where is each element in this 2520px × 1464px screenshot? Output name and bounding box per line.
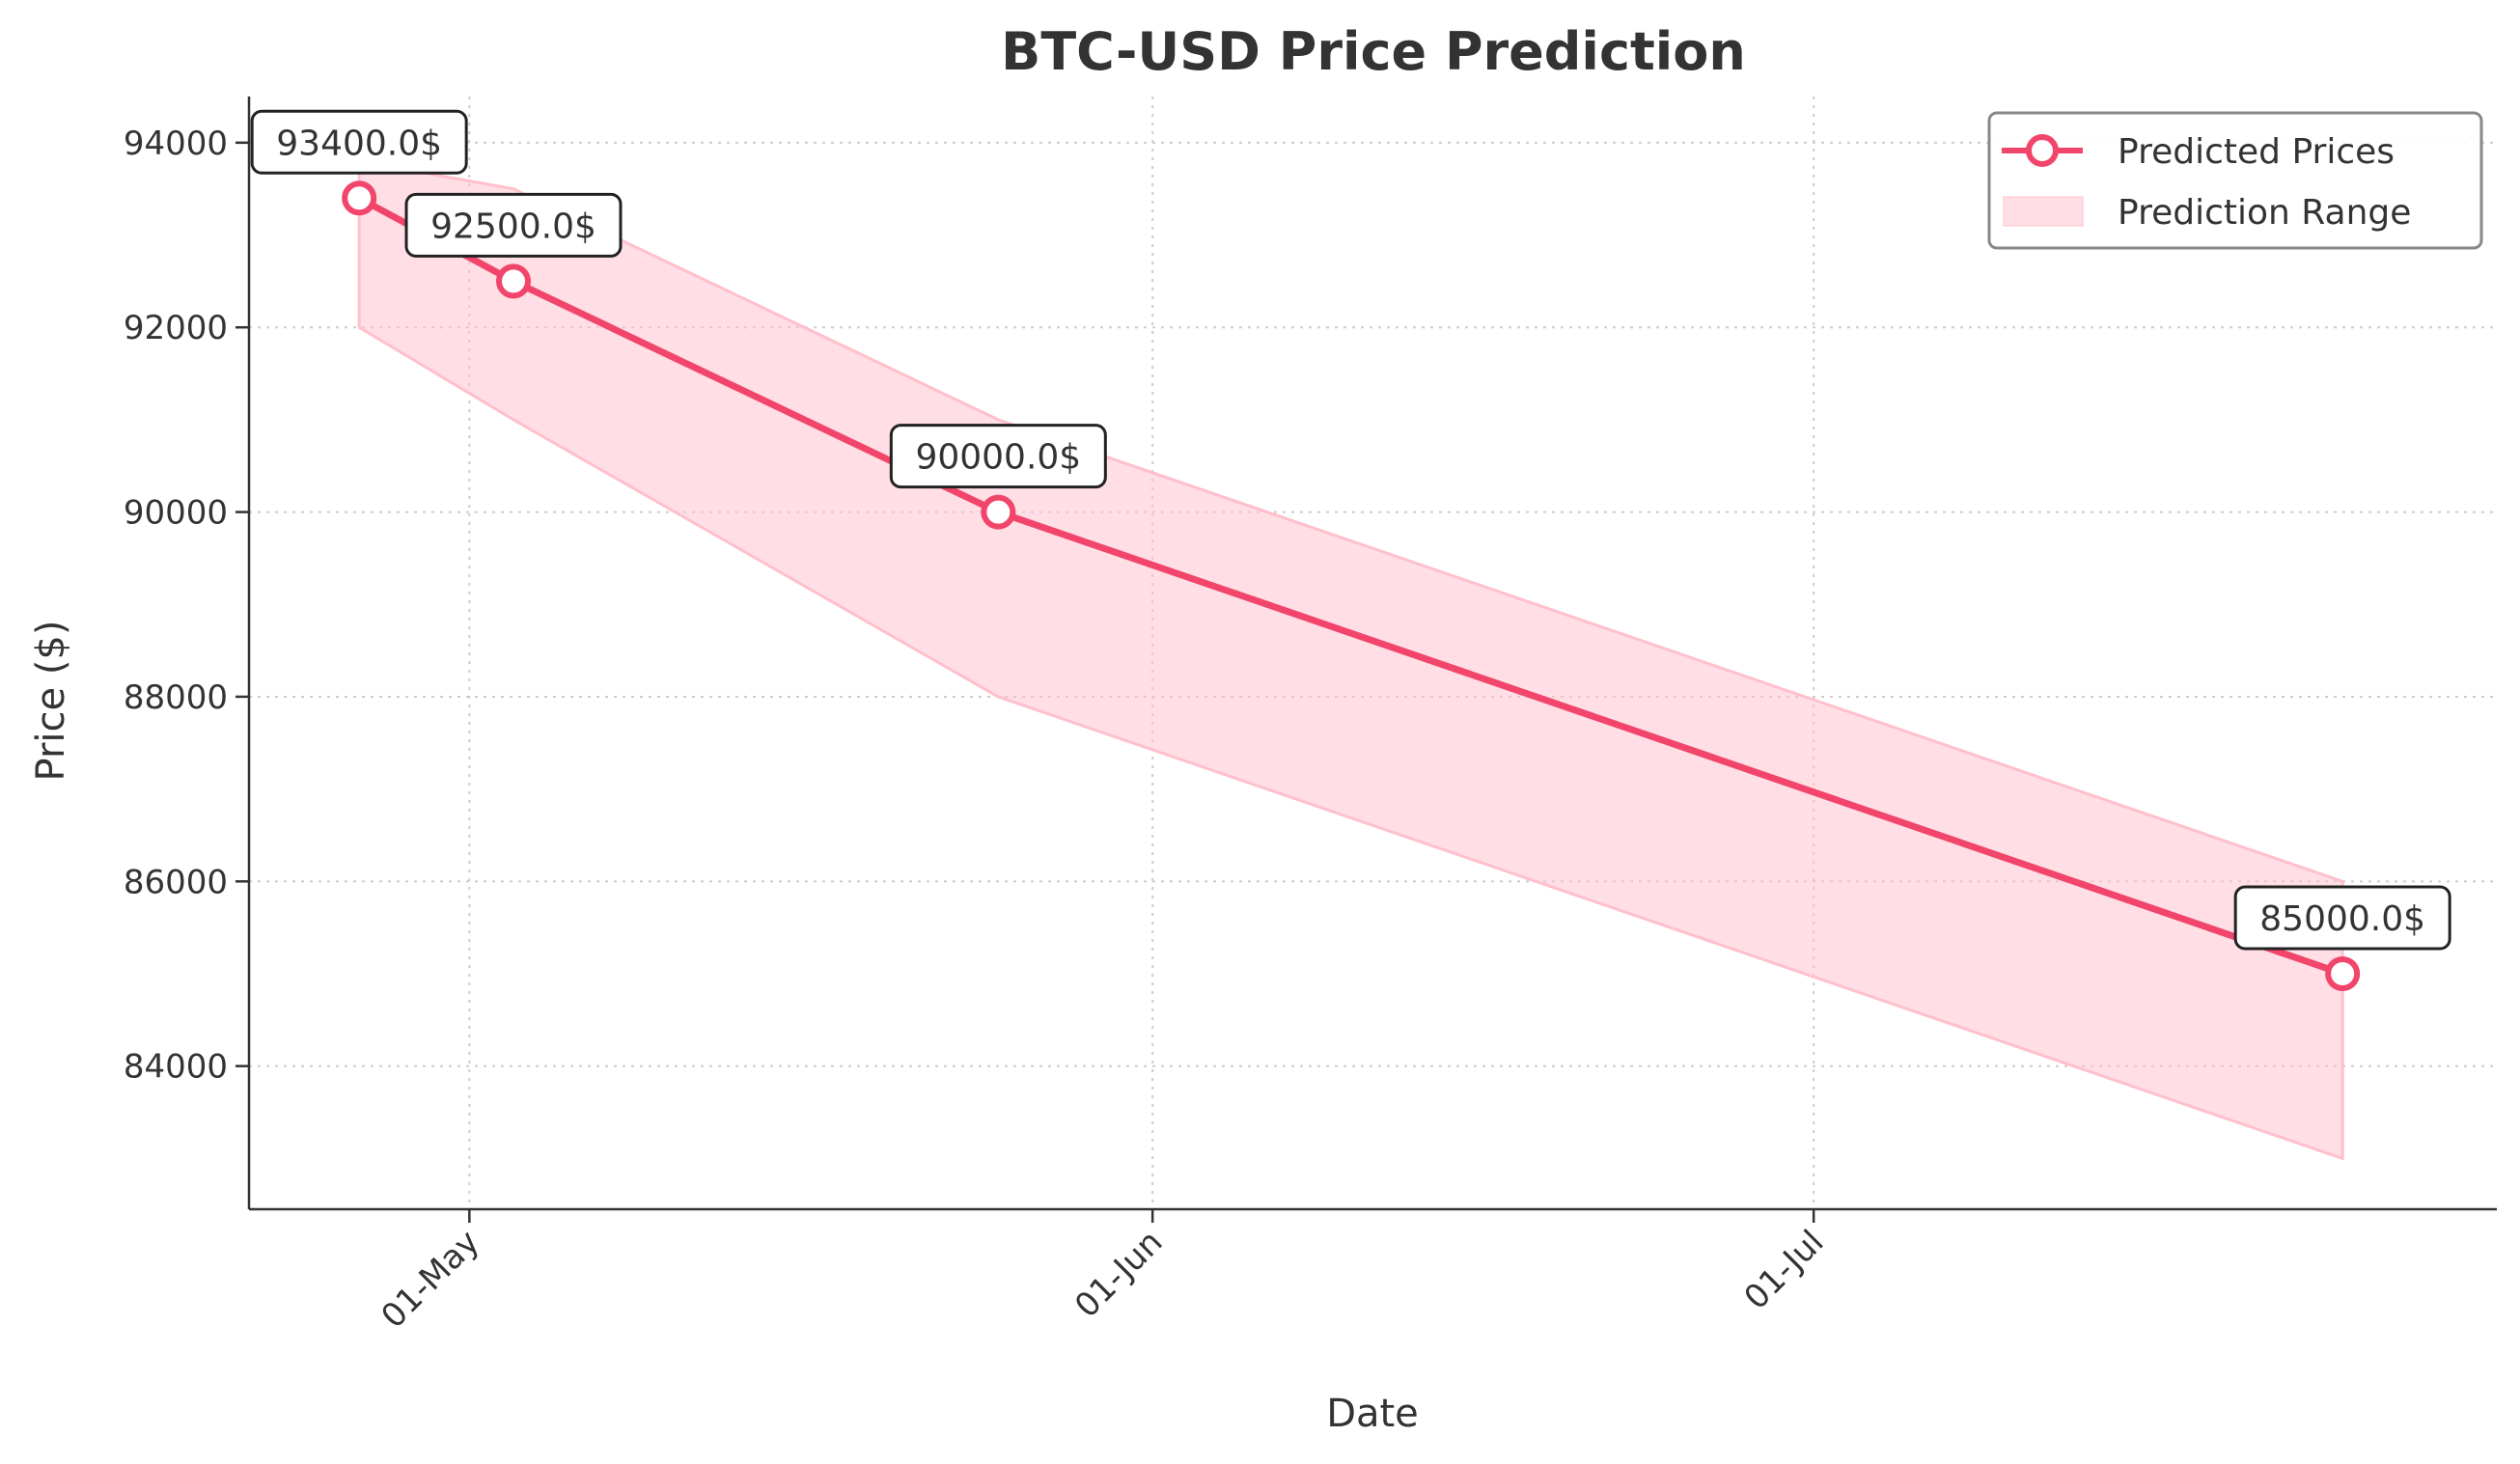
data-label-box	[250, 109, 468, 175]
data-label: 93400.0$	[250, 109, 468, 175]
y-tick-label: 88000	[124, 678, 228, 717]
y-tick-label: 84000	[124, 1048, 228, 1087]
legend-band-swatch	[2003, 196, 2084, 227]
data-label-box	[2233, 885, 2451, 951]
y-tick-label: 94000	[124, 124, 228, 163]
data-label-box	[404, 192, 623, 258]
legend-label-predicted-prices: Predicted Prices	[2118, 132, 2395, 172]
data-label-text: 85000.0$	[2259, 899, 2425, 939]
legend-label-prediction-range: Prediction Range	[2118, 193, 2411, 233]
data-label-text: 93400.0$	[276, 124, 442, 163]
data-label: 85000.0$	[2233, 885, 2451, 951]
axes-spines	[247, 97, 2497, 1211]
y-axis-label: Price ($)	[29, 621, 73, 782]
data-label: 90000.0$	[889, 424, 1107, 489]
y-axis-ticks: 84000 86000 88000 90000 92000 94000	[124, 124, 249, 1087]
y-tick-label: 86000	[124, 863, 228, 901]
y-tick-label: 90000	[124, 494, 228, 533]
data-label: 92500.0$	[404, 192, 623, 258]
prediction-range-band	[357, 159, 2344, 1161]
data-label-box	[889, 424, 1107, 489]
data-point-marker	[981, 494, 1016, 530]
chart-title: BTC-USD Price Prediction	[1001, 21, 1746, 82]
data-label-text: 90000.0$	[915, 438, 1081, 478]
data-label-text: 92500.0$	[430, 207, 596, 246]
x-axis-label: Date	[1326, 1392, 1419, 1436]
data-point-marker	[496, 263, 531, 299]
data-point-marker	[2325, 956, 2361, 992]
prediction-range-area	[357, 159, 2344, 1161]
legend-frame	[1987, 111, 2483, 250]
legend: Predicted Prices Prediction Range	[1987, 111, 2483, 250]
data-labels: 93400.0$ 92500.0$ 90000.0$ 85000.0$	[250, 109, 2451, 951]
legend-marker-swatch	[2026, 134, 2059, 167]
y-tick-label: 92000	[124, 309, 228, 347]
data-point-marker	[342, 180, 377, 216]
